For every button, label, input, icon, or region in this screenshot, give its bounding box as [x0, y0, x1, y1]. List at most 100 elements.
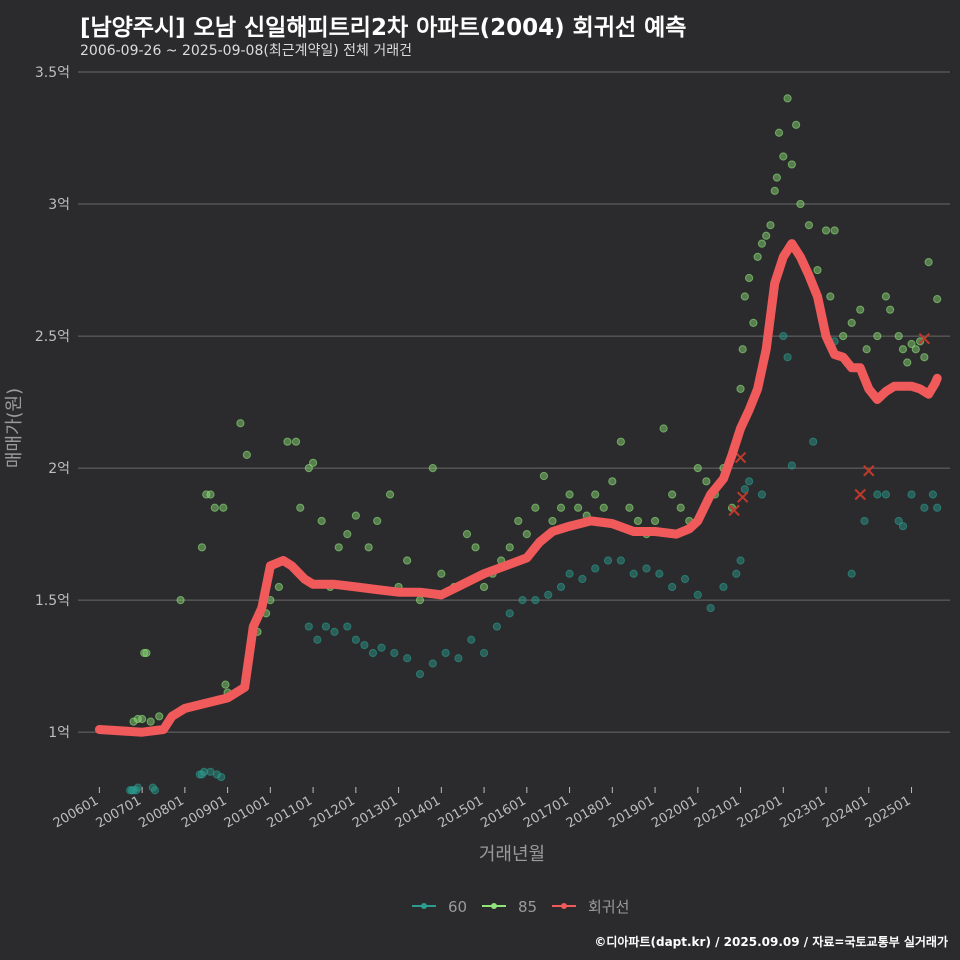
- data-point-60: [860, 516, 869, 526]
- legend-item-85: 85: [482, 898, 537, 916]
- data-point-60: [330, 627, 339, 636]
- x-tick-label: 201401: [393, 793, 443, 831]
- data-point-85: [886, 305, 895, 314]
- y-tick-label: 2억: [48, 461, 70, 477]
- data-point-85: [659, 424, 668, 433]
- excluded-point-marker: [734, 451, 747, 464]
- data-point-85: [821, 226, 831, 235]
- legend: 60 85 회귀선: [412, 898, 629, 916]
- data-point-60: [894, 516, 903, 526]
- data-point-60: [129, 786, 138, 795]
- data-point-85: [650, 516, 660, 526]
- data-point-60: [479, 648, 489, 658]
- data-point-85: [531, 503, 540, 512]
- legend-item-regression: 회귀선: [552, 898, 629, 916]
- x-tick-label: 201801: [564, 793, 614, 831]
- excluded-markers: [728, 333, 931, 517]
- excluded-x-icon: [918, 333, 931, 345]
- data-point-85: [291, 437, 301, 446]
- data-point-85: [770, 186, 779, 195]
- data-point-60: [199, 767, 209, 776]
- excluded-point-marker: [918, 333, 931, 345]
- data-point-85: [915, 337, 925, 346]
- data-point-60: [920, 503, 929, 512]
- data-point-60: [680, 574, 690, 584]
- data-point-60: [304, 622, 313, 631]
- data-point-85: [762, 231, 771, 240]
- data-point-60: [428, 659, 437, 668]
- x-tick-label: 201701: [521, 793, 571, 831]
- data-point-85: [787, 160, 796, 169]
- data-point-85: [221, 680, 230, 689]
- data-point-60: [736, 556, 745, 565]
- x-tick-label: 202501: [863, 793, 913, 831]
- chart-title: [남양주시] 오남 신일해피트리2차 아파트(2004) 회귀선 예측: [80, 15, 687, 41]
- data-point-60: [343, 622, 352, 631]
- data-point-60: [873, 490, 882, 499]
- chart-subtitle: 2006-09-26 ~ 2025-09-08(최근계약일) 전체 거래건: [80, 43, 412, 59]
- data-point-85: [138, 714, 147, 724]
- data-point-60: [898, 522, 908, 531]
- data-point-85: [738, 345, 747, 354]
- data-point-60: [531, 596, 540, 605]
- data-point-85: [608, 477, 617, 486]
- data-point-85: [856, 305, 865, 314]
- data-point-85: [274, 582, 284, 592]
- data-point-85: [766, 221, 775, 230]
- data-point-85: [206, 490, 215, 499]
- data-point-85: [146, 717, 155, 726]
- data-point-60: [655, 569, 664, 578]
- data-point-85: [792, 120, 801, 129]
- data-point-60: [150, 786, 160, 795]
- x-tick-label: 200601: [51, 793, 101, 831]
- x-tick-label: 201901: [607, 793, 657, 831]
- data-point-85: [539, 471, 549, 481]
- data-point-85: [907, 339, 916, 349]
- axis-labels: 1억 1.5억 2억 2.5억 3억 3.5억 2006012007012008012009…: [4, 65, 914, 865]
- data-point-85: [210, 503, 219, 512]
- data-point-85: [548, 516, 557, 526]
- y-tick-label: 1.5억: [35, 593, 70, 609]
- data-point-85: [428, 464, 437, 473]
- data-point-85: [599, 503, 608, 512]
- data-point-85: [744, 273, 754, 283]
- x-tick-label: 201201: [307, 793, 357, 831]
- data-point-60: [351, 635, 360, 644]
- data-point-85: [522, 530, 531, 539]
- data-point-85: [736, 384, 745, 393]
- data-point-85: [826, 292, 835, 301]
- x-tick-label: 202001: [649, 793, 699, 831]
- data-point-85: [862, 345, 871, 354]
- data-point-60: [847, 569, 856, 578]
- y-axis-title: 매매가(원): [4, 388, 25, 468]
- data-point-60: [441, 648, 450, 658]
- legend-label: 60: [448, 898, 467, 916]
- data-point-60: [706, 603, 715, 613]
- data-point-85: [796, 199, 805, 209]
- data-point-60: [454, 654, 463, 663]
- x-tick-label: 201001: [222, 793, 272, 831]
- data-point-85: [911, 345, 920, 354]
- data-point-85: [625, 503, 634, 512]
- data-point-85: [616, 437, 625, 446]
- excluded-point-marker: [863, 465, 875, 477]
- legend-label: 회귀선: [588, 898, 629, 916]
- excluded-x-icon: [854, 488, 866, 501]
- data-point-85: [415, 596, 425, 605]
- x-tick-label: 201101: [265, 793, 315, 831]
- data-point-85: [403, 556, 412, 565]
- x-tick-label: 202401: [820, 793, 870, 831]
- y-tick-label: 3.5억: [35, 65, 70, 81]
- data-point-85: [668, 490, 677, 499]
- data-point-60: [719, 582, 728, 592]
- data-point-60: [779, 331, 788, 341]
- data-point-60: [809, 437, 818, 446]
- data-point-60: [783, 353, 792, 362]
- data-point-85: [308, 458, 318, 467]
- data-point-85: [894, 331, 903, 341]
- data-point-60: [368, 648, 378, 658]
- data-point-85: [565, 490, 574, 499]
- data-point-60: [578, 574, 587, 584]
- data-point-85: [219, 503, 228, 512]
- data-point-60: [642, 564, 651, 573]
